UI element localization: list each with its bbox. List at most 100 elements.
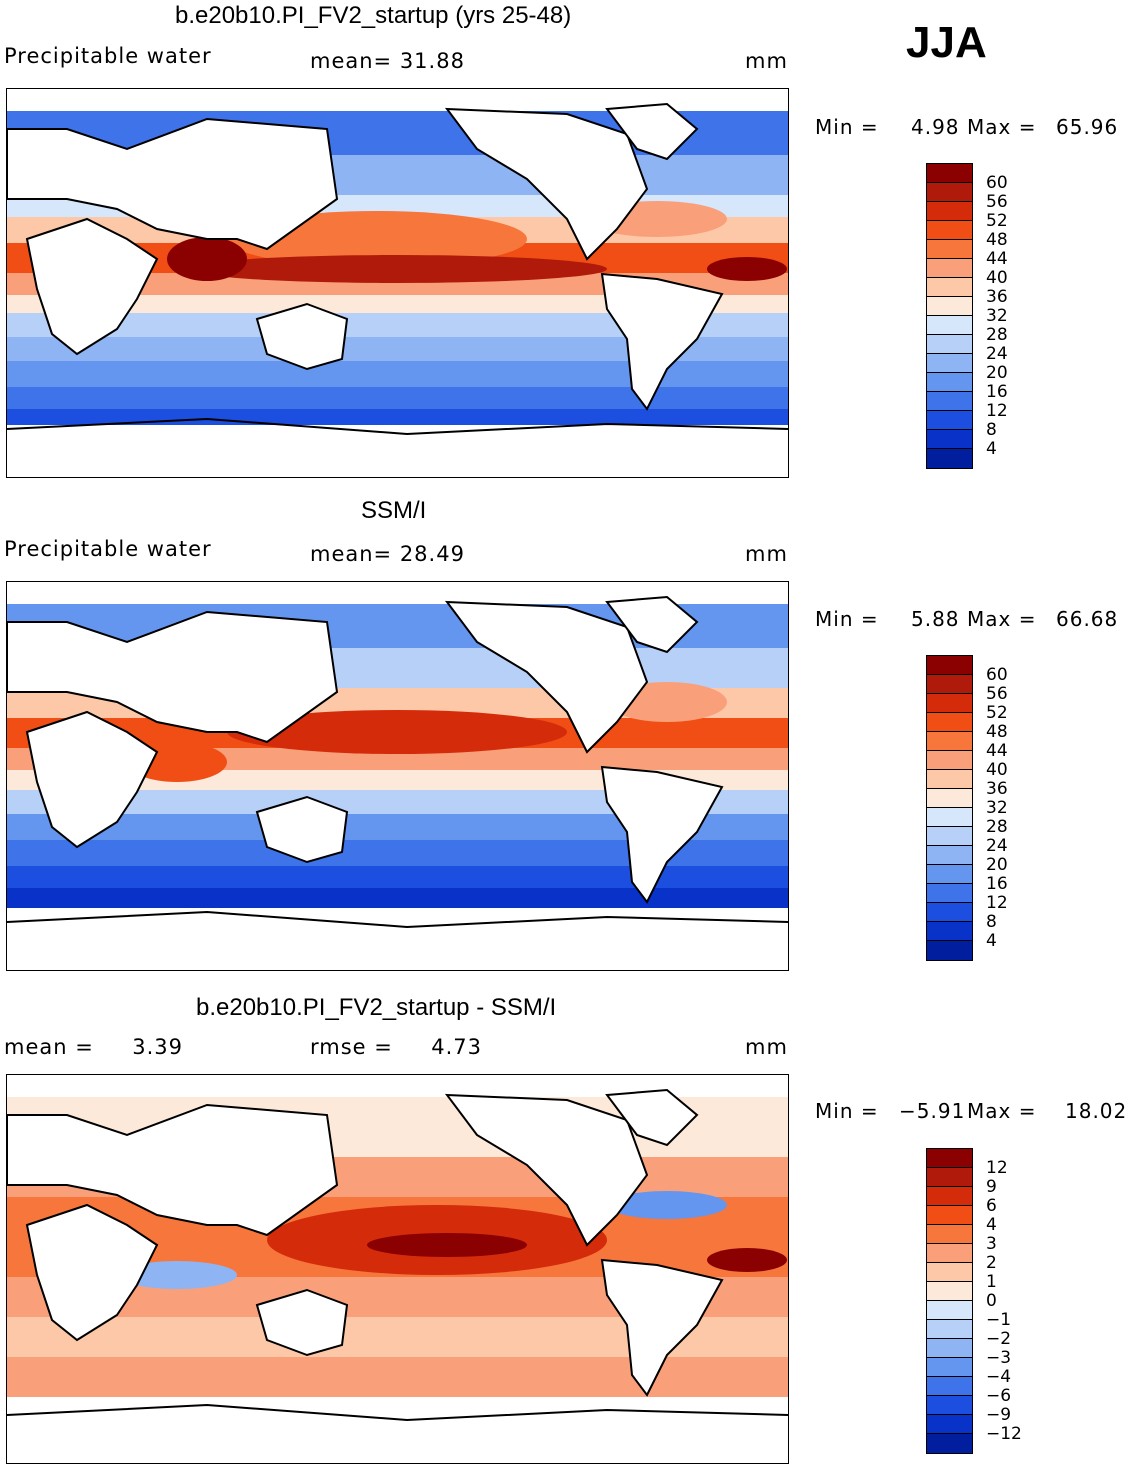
land-antarctica	[7, 1403, 788, 1422]
panel2-mean-label: mean= 28.49	[310, 542, 465, 566]
colorbar-tick-label: 20	[986, 363, 1008, 383]
colorbar-tick-label: −9	[986, 1405, 1012, 1425]
colorbar-tick-label: 40	[986, 268, 1008, 288]
panel1-colorbar	[926, 163, 973, 469]
colorbar-tick-label: −4	[986, 1367, 1012, 1387]
land-greenland	[605, 595, 699, 654]
colorbar-tick-label: 24	[986, 344, 1008, 364]
colorbar-swatch	[927, 392, 972, 411]
colorbar-swatch	[927, 1358, 972, 1377]
panel2-units: mm	[745, 542, 788, 566]
panel2-max-label: Max =	[967, 607, 1037, 631]
panel3-map	[6, 1074, 789, 1464]
colorbar-swatch	[927, 411, 972, 430]
land-antarctica	[7, 910, 788, 929]
colorbar-tick-label: 28	[986, 325, 1008, 345]
colorbar-swatch	[927, 183, 972, 202]
panel1-units: mm	[745, 49, 788, 73]
panel3-title: b.e20b10.PI_FV2_startup - SSM/I	[196, 994, 557, 1021]
panel2-variable-label: Precipitable water	[4, 537, 212, 561]
colorbar-swatch	[927, 1225, 972, 1244]
colorbar-tick-label: −6	[986, 1386, 1012, 1406]
colorbar-tick-label: −12	[986, 1424, 1022, 1444]
colorbar-tick-label: 0	[986, 1291, 997, 1311]
colorbar-tick-label: 2	[986, 1253, 997, 1273]
colorbar-swatch	[927, 1396, 972, 1415]
colorbar-swatch	[927, 1263, 972, 1282]
colorbar-swatch	[927, 354, 972, 373]
colorbar-tick-label: 60	[986, 665, 1008, 685]
land-greenland	[605, 1088, 699, 1147]
land-eurasia	[7, 117, 339, 251]
panel1-mean-label: mean= 31.88	[310, 49, 465, 73]
colorbar-swatch	[927, 903, 972, 922]
panel3-rmse-label: rmse = 4.73	[310, 1035, 482, 1059]
colorbar-swatch	[927, 770, 972, 789]
panel2-colorbar	[926, 655, 973, 961]
panel3-colorbar	[926, 1148, 973, 1454]
colorbar-swatch	[927, 865, 972, 884]
colorbar-tick-label: 52	[986, 211, 1008, 231]
colorbar-swatch	[927, 751, 972, 770]
panel1-map-svg	[7, 89, 788, 477]
panel2-max-value: 66.68	[1056, 607, 1119, 631]
colorbar-swatch	[927, 335, 972, 354]
colorbar-swatch	[927, 259, 972, 278]
season-label: JJA	[906, 18, 987, 67]
colorbar-tick-label: 12	[986, 1158, 1008, 1178]
colorbar-swatch	[927, 713, 972, 732]
colorbar-swatch	[927, 732, 972, 751]
colorbar-swatch	[927, 297, 972, 316]
colorbar-swatch	[927, 1282, 972, 1301]
colorbar-tick-label: 48	[986, 722, 1008, 742]
colorbar-swatch	[927, 694, 972, 713]
colorbar-swatch	[927, 1206, 972, 1225]
land-north-america	[444, 600, 649, 754]
colorbar-tick-label: 12	[986, 401, 1008, 421]
colorbar-swatch	[927, 430, 972, 449]
land-south-america	[600, 1258, 724, 1397]
colorbar-tick-label: −1	[986, 1310, 1012, 1330]
colorbar-tick-label: 4	[986, 931, 997, 951]
land-africa	[25, 710, 159, 849]
panel2-min-value: 5.88	[911, 607, 960, 631]
land-africa	[25, 1203, 159, 1342]
land-australia	[255, 1288, 349, 1357]
colorbar-swatch	[927, 675, 972, 694]
colorbar-swatch	[927, 316, 972, 335]
colorbar-tick-label: 8	[986, 420, 997, 440]
panel2-min-label: Min =	[815, 607, 879, 631]
panel2-title: SSM/I	[361, 497, 427, 524]
colorbar-swatch	[927, 1168, 972, 1187]
colorbar-tick-label: 36	[986, 287, 1008, 307]
colorbar-tick-label: 32	[986, 798, 1008, 818]
colorbar-tick-label: 24	[986, 836, 1008, 856]
land-africa	[25, 217, 159, 356]
land-north-america	[444, 1093, 649, 1247]
panel3-max-value: 18.02	[1065, 1099, 1128, 1123]
panel2-map	[6, 581, 789, 971]
colorbar-swatch	[927, 449, 972, 468]
colorbar-swatch	[927, 1149, 972, 1168]
colorbar-swatch	[927, 1434, 972, 1453]
land-south-america	[600, 765, 724, 904]
colorbar-swatch	[927, 202, 972, 221]
colorbar-swatch	[927, 827, 972, 846]
colorbar-tick-label: 56	[986, 192, 1008, 212]
colorbar-tick-label: 1	[986, 1272, 997, 1292]
colorbar-swatch	[927, 373, 972, 392]
panel1-title: b.e20b10.PI_FV2_startup (yrs 25-48)	[175, 2, 572, 29]
colorbar-swatch	[927, 789, 972, 808]
colorbar-tick-label: 44	[986, 249, 1008, 269]
land-south-america	[600, 272, 724, 411]
colorbar-tick-label: −3	[986, 1348, 1012, 1368]
colorbar-tick-label: 44	[986, 741, 1008, 761]
colorbar-tick-label: 4	[986, 439, 997, 459]
colorbar-tick-label: 36	[986, 779, 1008, 799]
land-antarctica	[7, 417, 788, 436]
panel3-mean-label: mean = 3.39	[4, 1035, 183, 1059]
land-north-america	[444, 107, 649, 261]
land-australia	[255, 302, 349, 371]
colorbar-swatch	[927, 1339, 972, 1358]
colorbar-swatch	[927, 884, 972, 903]
